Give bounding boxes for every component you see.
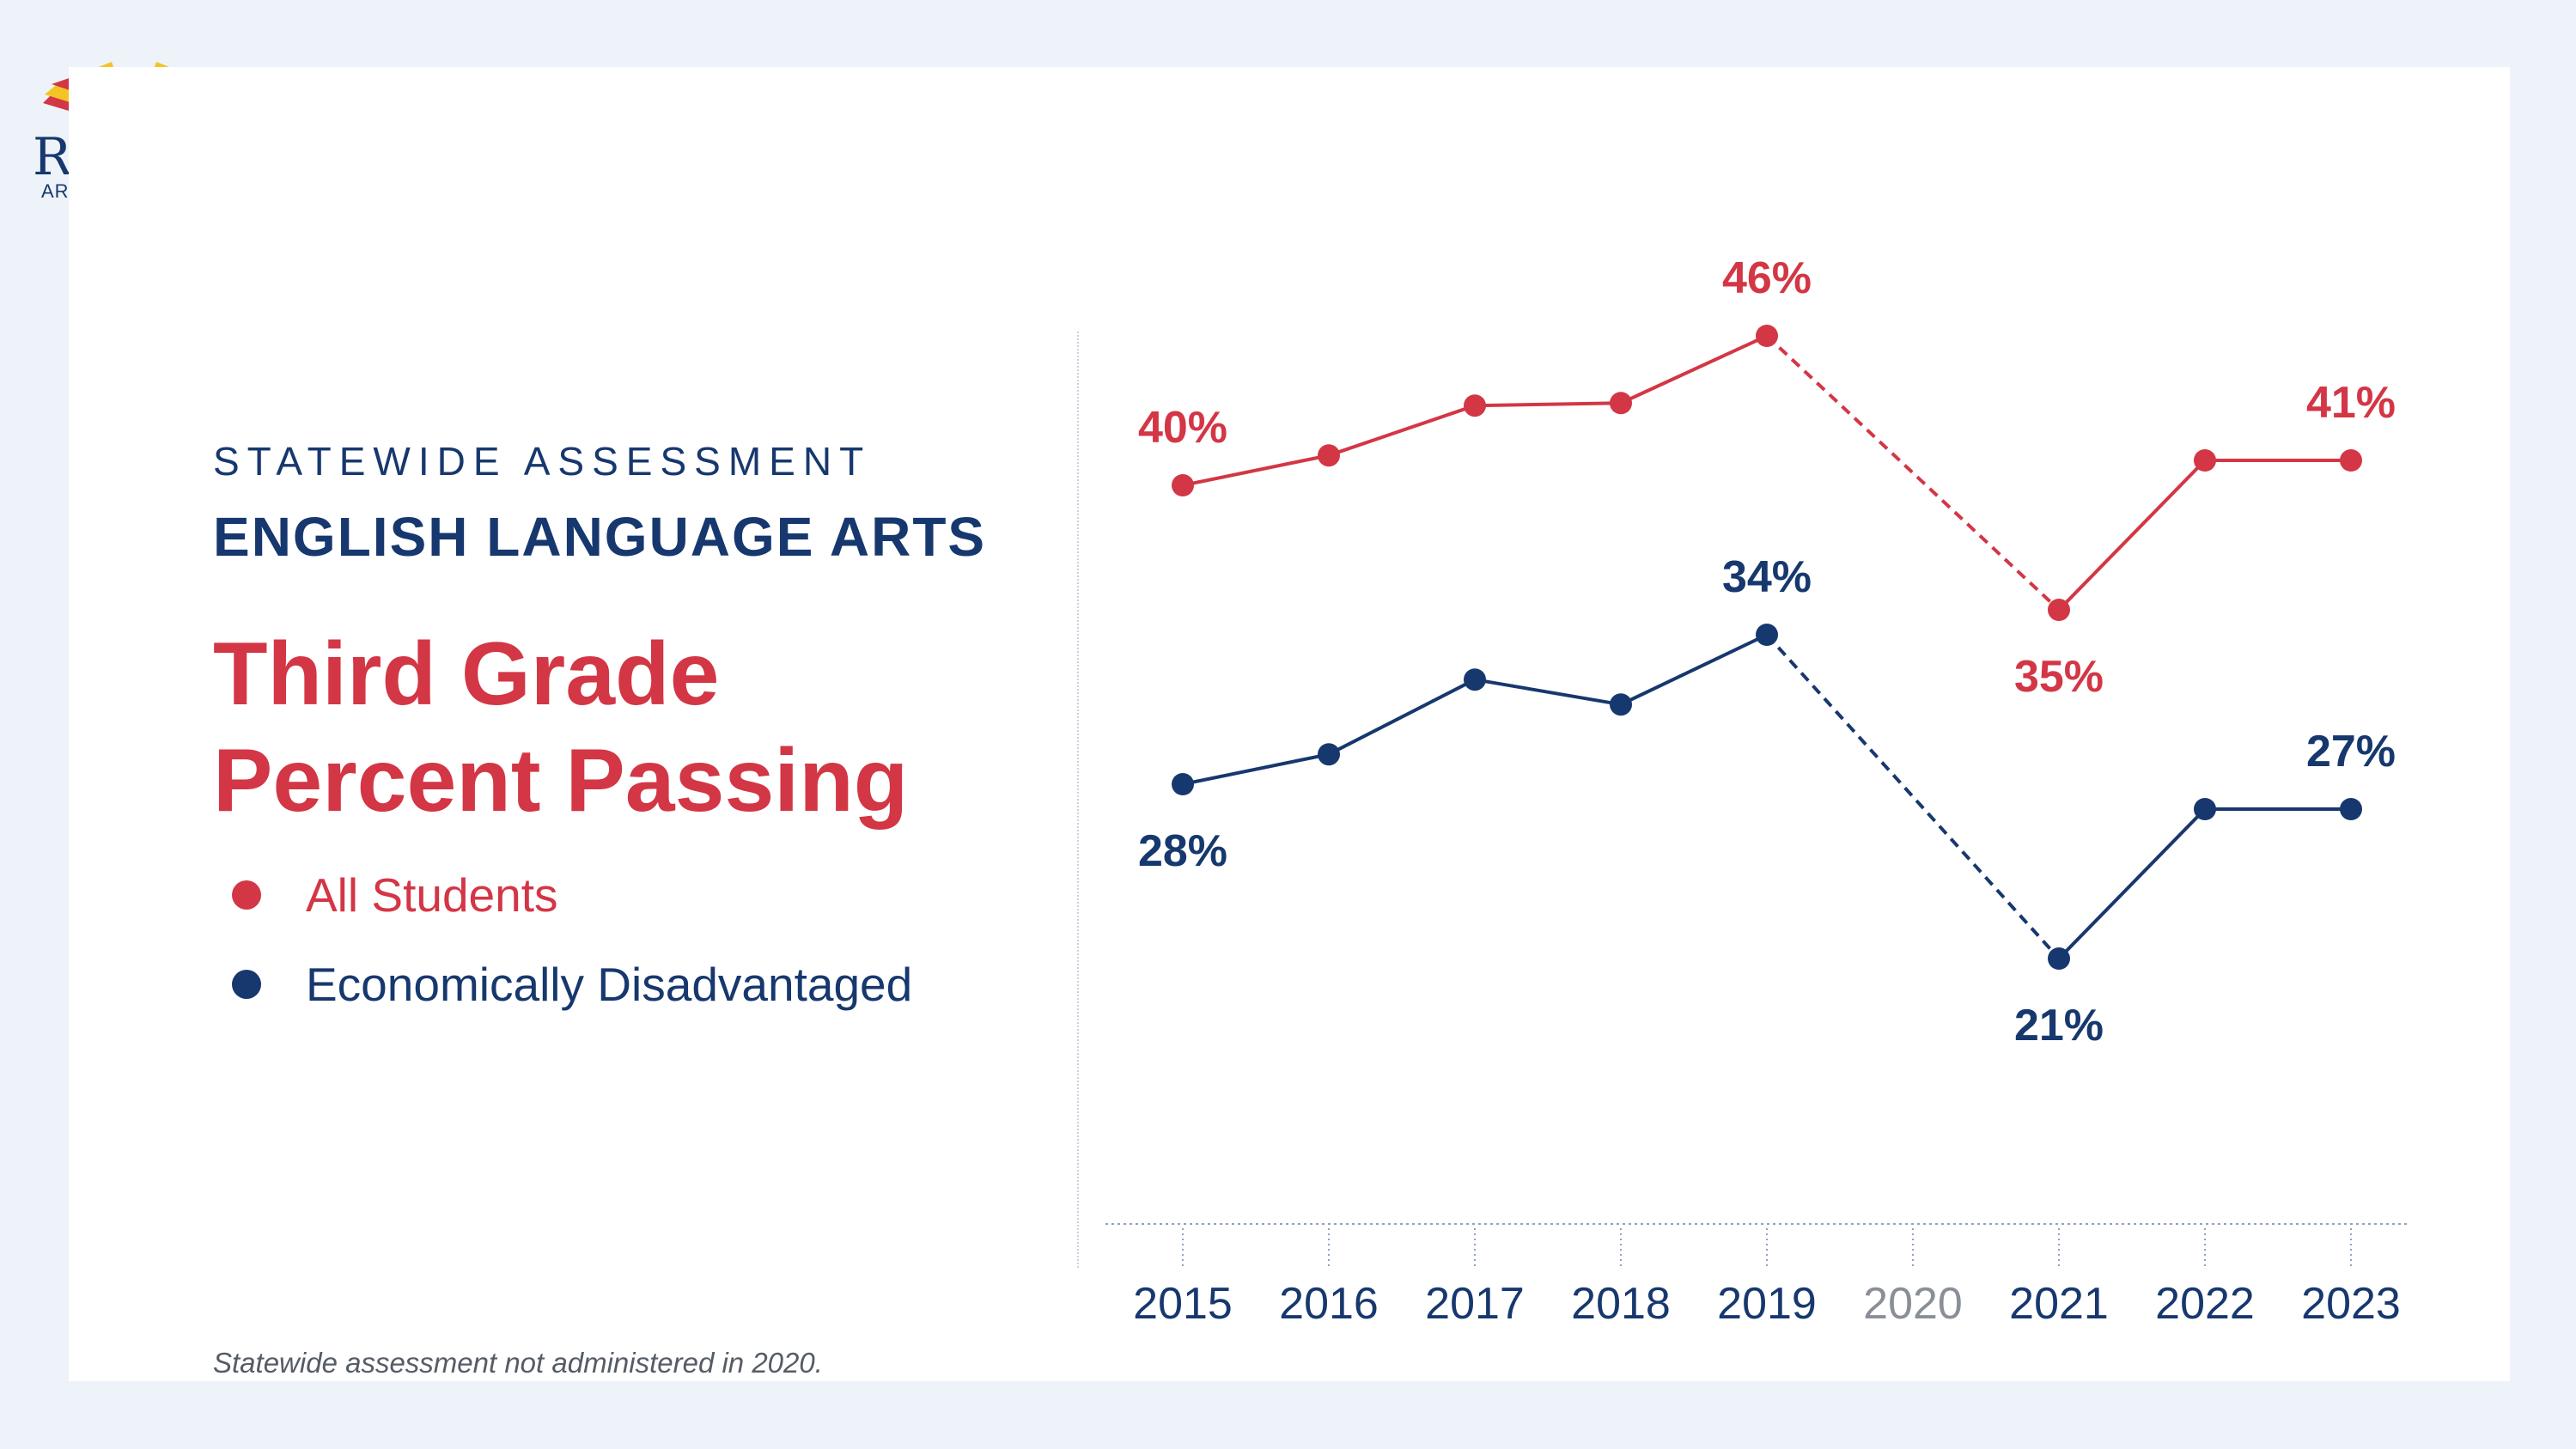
data-label: 40% — [1138, 403, 1227, 453]
heading-line-2: Percent Passing — [213, 731, 909, 831]
line-segment — [2057, 459, 2207, 612]
legend-item-all-students: All Students — [232, 868, 558, 922]
legend-dot-icon — [232, 970, 261, 999]
data-label: 41% — [2306, 378, 2396, 428]
x-tick-label: 2019 — [1717, 1279, 1817, 1329]
data-point — [1464, 394, 1486, 417]
gap-line-segment — [1765, 334, 2061, 612]
line-segment — [1328, 404, 1476, 458]
data-point — [2048, 599, 2070, 621]
data-point — [1318, 444, 1340, 467]
chart-heading: Third Grade Percent Passing — [213, 621, 908, 834]
panel-divider — [1077, 332, 1079, 1268]
heading-line-1: Third Grade — [213, 624, 720, 724]
line-segment — [1182, 454, 1330, 487]
eyebrow-title: STATEWIDE ASSESSMENT — [213, 439, 872, 484]
legend-dot-icon — [232, 880, 261, 910]
x-tick-label: 2016 — [1279, 1279, 1379, 1329]
data-point — [2048, 947, 2070, 970]
x-tick-label: 2015 — [1133, 1279, 1233, 1329]
legend-item-econ: Economically Disadvantaged — [232, 957, 912, 1012]
legend-label: All Students — [306, 868, 558, 922]
line-segment — [1182, 752, 1330, 786]
data-point — [1610, 693, 1632, 716]
line-segment — [1620, 633, 1768, 707]
x-tick-label: 2021 — [2009, 1279, 2109, 1329]
data-point — [2340, 449, 2362, 472]
data-point — [1172, 474, 1194, 496]
data-point — [1756, 624, 1778, 646]
data-point — [2340, 798, 2362, 820]
data-point — [1318, 743, 1340, 766]
line-segment — [1474, 678, 1622, 707]
data-label: 21% — [2014, 1001, 2104, 1050]
line-segment — [1474, 401, 1622, 408]
line-segment — [1620, 334, 1768, 405]
x-tick-label: 2017 — [1425, 1279, 1525, 1329]
data-point — [2194, 449, 2216, 472]
data-label: 34% — [1722, 552, 1812, 602]
x-tick-label: 2022 — [2155, 1279, 2255, 1329]
gap-line-segment — [1765, 633, 2061, 960]
data-label: 46% — [1722, 253, 1812, 303]
card: STATEWIDE ASSESSMENT ENGLISH LANGUAGE AR… — [69, 67, 2510, 1381]
data-point — [1172, 773, 1194, 795]
data-label: 27% — [2306, 727, 2396, 776]
data-point — [1610, 392, 1632, 415]
x-tick-label: 2018 — [1571, 1279, 1671, 1329]
line-segment — [1328, 678, 1476, 756]
x-tick-label: 2020 — [1863, 1279, 1963, 1329]
line-segment — [2057, 807, 2207, 960]
footnote: Statewide assessment not administered in… — [213, 1347, 823, 1379]
data-point — [1464, 668, 1486, 691]
data-label: 35% — [2014, 652, 2104, 702]
subject-title: ENGLISH LANGUAGE ARTS — [213, 506, 987, 568]
data-point — [2194, 798, 2216, 820]
data-label: 28% — [1138, 826, 1227, 876]
legend-label: Economically Disadvantaged — [306, 958, 913, 1011]
data-point — [1756, 325, 1778, 347]
x-tick-label: 2023 — [2301, 1279, 2401, 1329]
